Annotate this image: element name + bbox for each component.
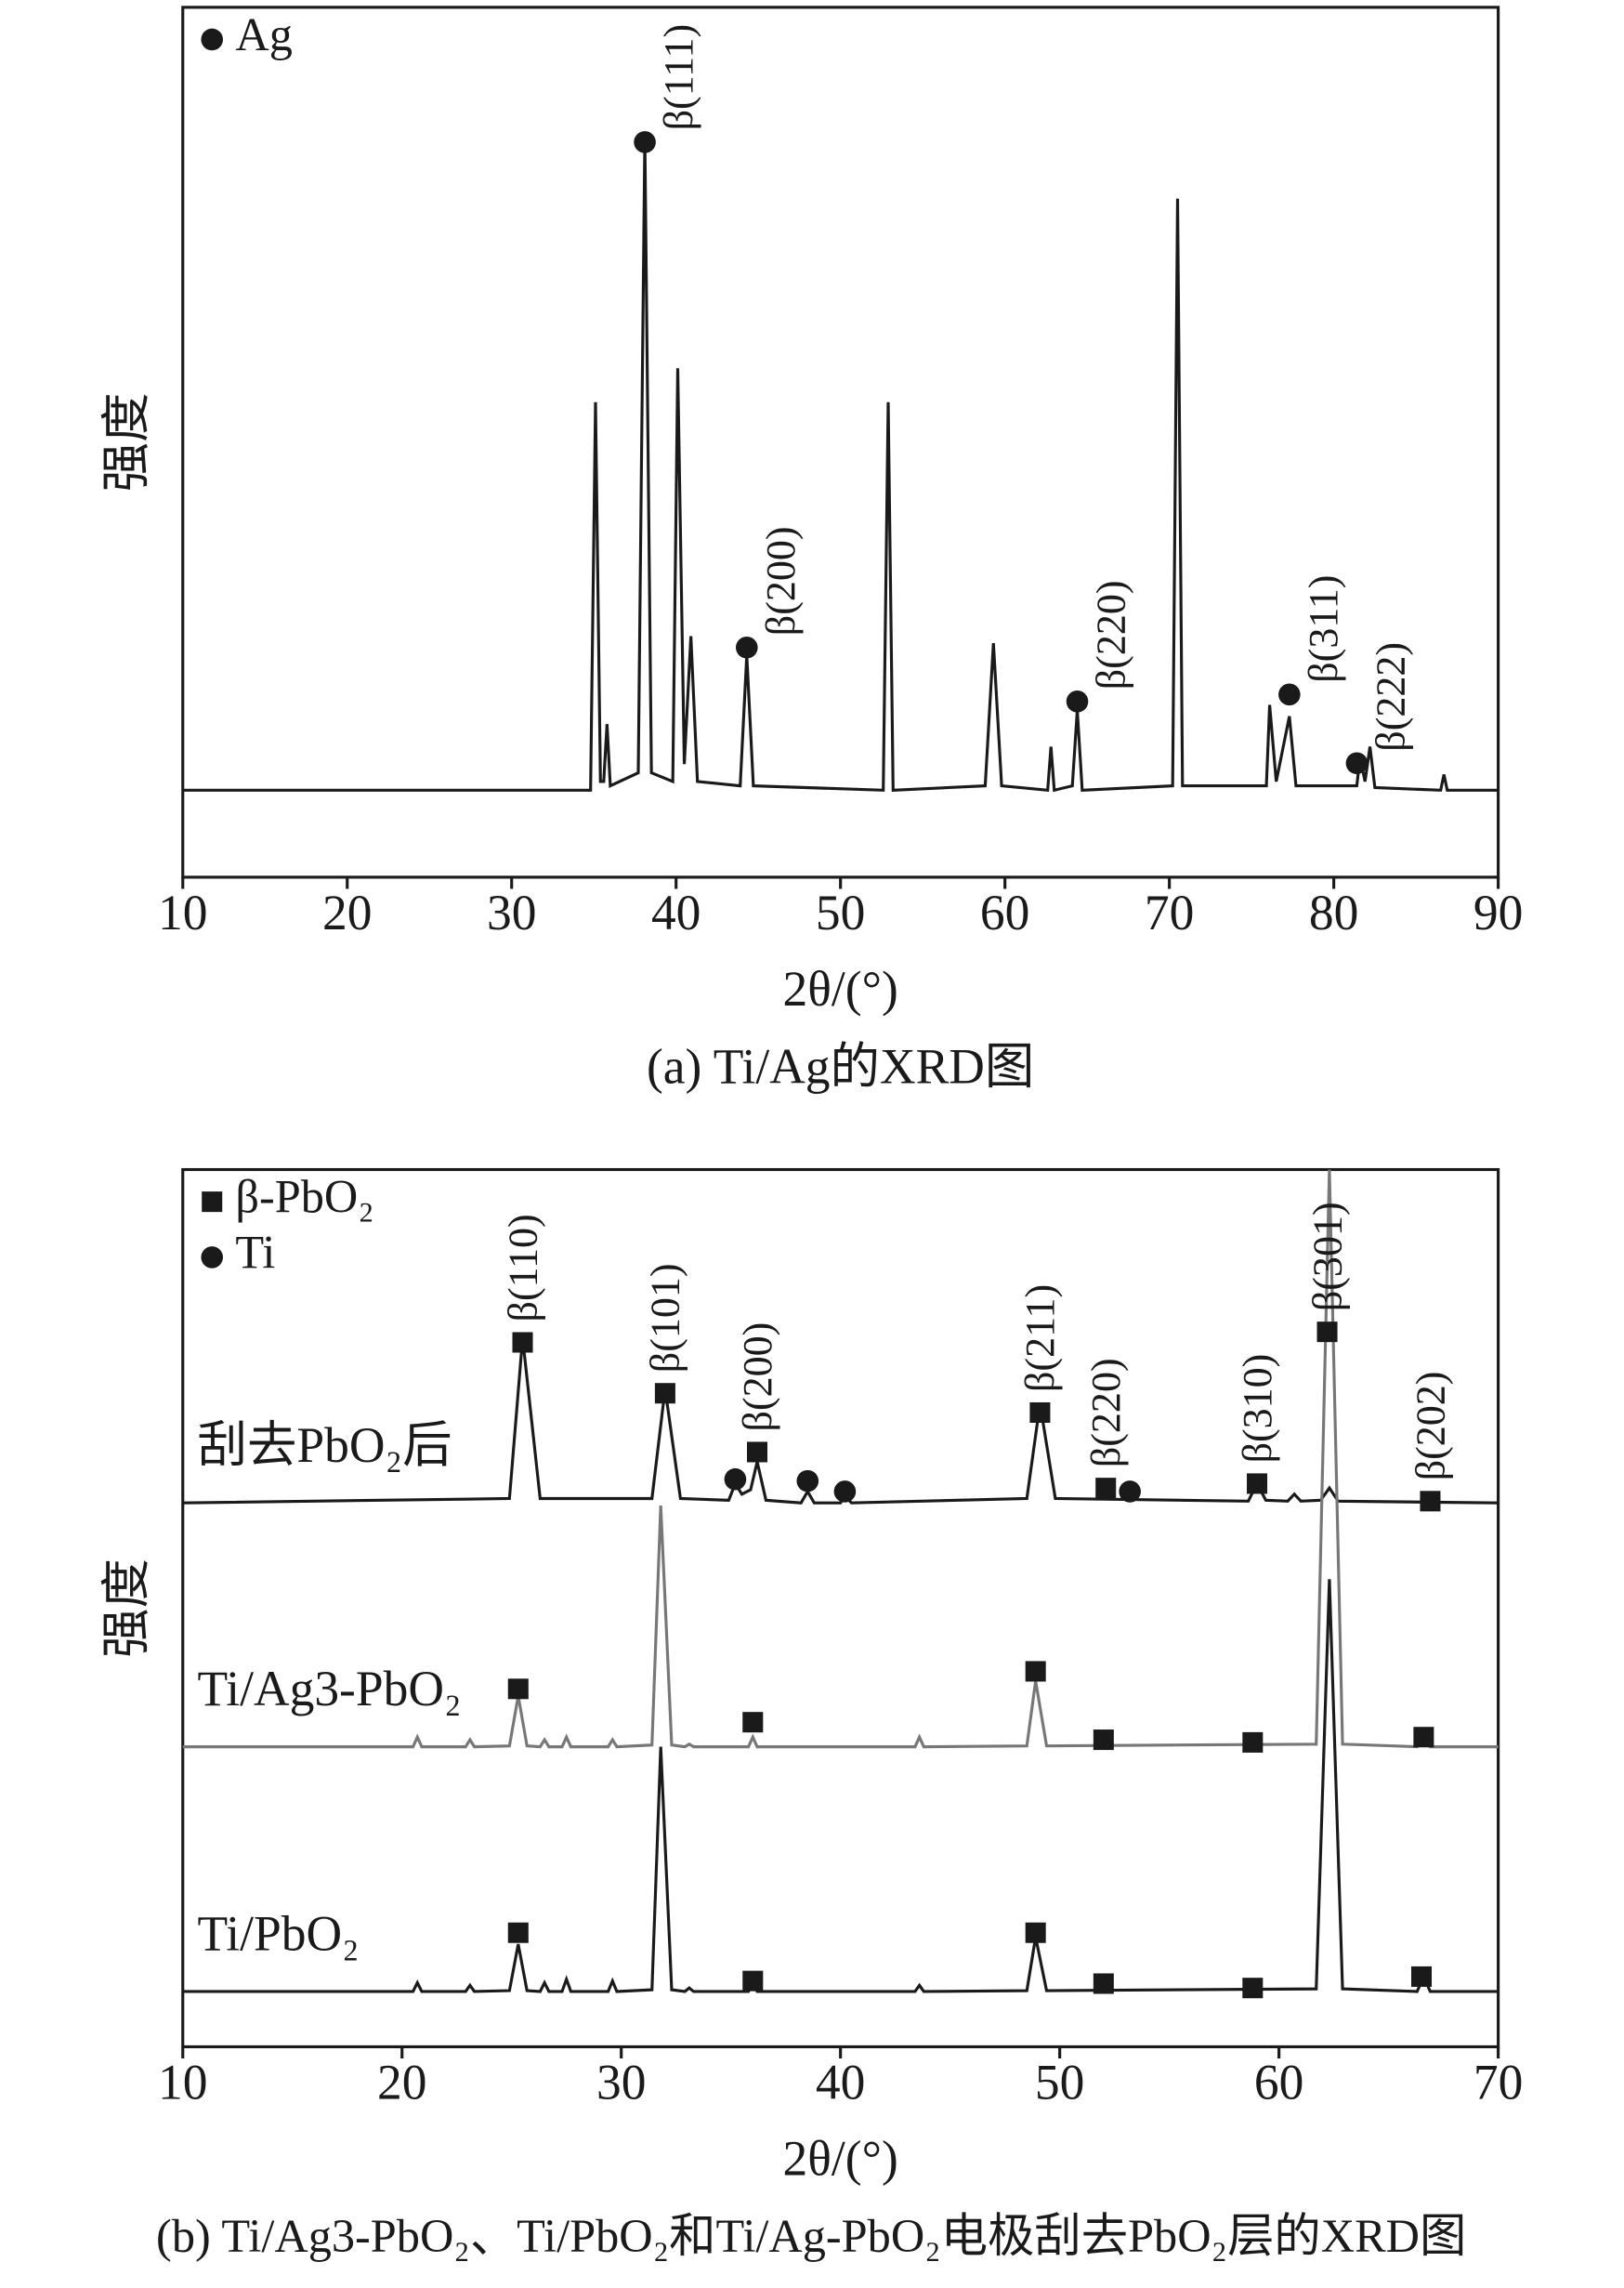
x-tick-label: 20 [377, 2055, 426, 2110]
peak-label: β(310) [1235, 1354, 1280, 1464]
marker-square [202, 1191, 223, 1213]
marker-square [1413, 1727, 1434, 1748]
marker-square [1247, 1473, 1268, 1494]
plot-frame [181, 6, 1500, 879]
marker-square [1420, 1491, 1441, 1512]
series-label: Ti/PbO₂ [197, 1906, 359, 1962]
marker-square [746, 1441, 768, 1463]
x-tick-label: 70 [1473, 2055, 1523, 2110]
x-tick-label: 30 [487, 885, 536, 940]
marker-square [742, 1970, 764, 1992]
x-tick-label: 70 [1145, 885, 1194, 940]
peak-label: β(311) [1301, 575, 1346, 683]
marker-square [742, 1712, 764, 1733]
marker-circle [1345, 752, 1369, 775]
peak-label: β(211) [1017, 1284, 1063, 1392]
x-tick-label: 60 [1254, 2055, 1303, 2110]
peak-label: β(301) [1304, 1202, 1350, 1311]
xrd-line [182, 1169, 1499, 1749]
marker-square [507, 1678, 529, 1700]
xrd-line [182, 1337, 1499, 1505]
x-tick-label: 40 [651, 885, 701, 940]
x-tick-label: 30 [596, 2055, 646, 2110]
y-axis-label: 强度 [98, 1558, 154, 1658]
x-tick-label: 60 [980, 885, 1029, 940]
marker-square [1095, 1478, 1117, 1499]
peak-label: β(111) [656, 24, 701, 131]
marker-square [1025, 1922, 1046, 1943]
x-tick-label: 50 [1035, 2055, 1084, 2110]
marker-square [1410, 1966, 1433, 1987]
marker-square [1025, 1661, 1046, 1682]
y-axis-label: 强度 [98, 392, 154, 492]
series-label: 刮去PbO₂后 [197, 1417, 452, 1473]
peak-label: β(220) [1083, 1358, 1129, 1467]
marker-square [1242, 1978, 1264, 1999]
legend-label: Ti [235, 1226, 275, 1278]
x-axis-label: 2θ/(°) [783, 961, 898, 1017]
peak-label: β(222) [1368, 642, 1413, 752]
marker-circle [1278, 683, 1301, 706]
marker-square [1029, 1401, 1051, 1424]
plot-frame [181, 1167, 1500, 2049]
marker-square [512, 1332, 533, 1353]
marker-circle [833, 1480, 857, 1503]
peak-label: β(200) [758, 526, 804, 636]
xrd-line [182, 138, 1499, 793]
x-tick-label: 80 [1309, 885, 1358, 940]
xrd-line [182, 1579, 1499, 1993]
marker-square [507, 1922, 529, 1943]
marker-circle [1066, 690, 1089, 713]
x-tick-label: 40 [816, 2055, 865, 2110]
marker-circle [201, 1246, 224, 1269]
x-axis-label: 2θ/(°) [783, 2131, 898, 2187]
peak-label: β(202) [1408, 1372, 1453, 1481]
caption: (b) Ti/Ag3-PbO₂、Ti/PbO₂和Ti/Ag-PbO₂电极刮去Pb… [156, 2210, 1466, 2262]
marker-circle [1119, 1480, 1141, 1503]
peak-label: β(220) [1089, 580, 1134, 690]
series-label: Ti/Ag3-PbO₂ [197, 1661, 461, 1716]
peak-label: β(200) [735, 1322, 780, 1432]
caption: (a) Ti/Ag的XRD图 [647, 1038, 1034, 1094]
marker-circle [201, 28, 224, 51]
marker-square [654, 1383, 675, 1404]
legend-label: β-PbO₂ [235, 1171, 373, 1223]
marker-square [1093, 1729, 1114, 1751]
x-tick-label: 10 [158, 2055, 207, 2110]
marker-circle [724, 1467, 747, 1491]
marker-circle [796, 1469, 819, 1492]
peak-label: β(110) [500, 1214, 545, 1322]
marker-circle [634, 131, 656, 153]
peak-label: β(101) [643, 1263, 688, 1373]
x-tick-label: 20 [322, 885, 372, 940]
x-tick-label: 90 [1473, 885, 1523, 940]
x-tick-label: 50 [816, 885, 865, 940]
marker-square [1242, 1731, 1264, 1753]
marker-square [1093, 1973, 1114, 1994]
legend-label: Ag [235, 8, 293, 60]
marker-circle [735, 636, 758, 659]
marker-square [1316, 1322, 1338, 1343]
x-tick-label: 10 [158, 885, 207, 940]
